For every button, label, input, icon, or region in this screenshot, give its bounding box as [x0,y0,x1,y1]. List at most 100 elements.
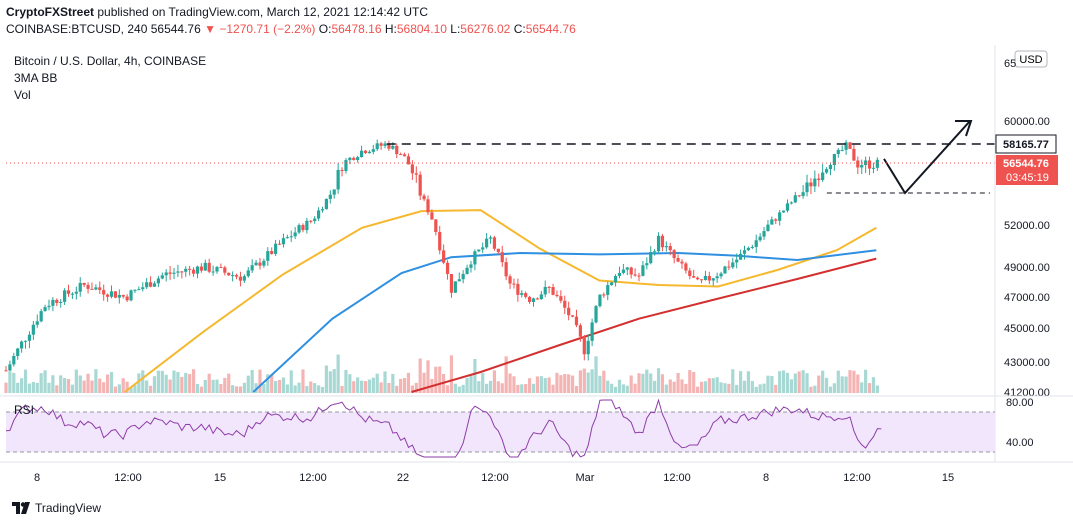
volume-bar [852,370,856,393]
ohlc-line: COINBASE:BTCUSD, 240 56544.76 ▼ −1270.71… [6,22,576,36]
candle-body [711,278,715,281]
volume-bar [172,370,176,393]
candle-body [774,219,778,221]
volume-bar [844,376,848,393]
volume-bar [293,385,297,393]
volume-bar [758,384,762,393]
candle-body [567,307,571,316]
candle-body [738,253,743,260]
candle-body [23,340,28,342]
candle-body [481,247,485,250]
candle-body [8,364,12,371]
volume-bar [672,381,676,393]
volume-bar [496,381,500,393]
candle-body [578,325,582,337]
volume-bar [875,385,879,393]
volume-bar [242,382,246,393]
volume-bar [78,375,82,393]
candle-body [219,267,223,269]
candle-body [828,164,833,170]
candle-body [785,203,790,211]
candle-body [492,237,497,249]
volume-bar [383,371,387,393]
volume-bar [332,369,336,393]
countdown-label: 03:45:19 [1006,172,1049,184]
candle-body [78,282,82,292]
volume-bar [66,379,71,393]
candle-body [289,236,293,238]
candle-body [414,173,418,175]
change-value: −1270.71 (−2.2%) [219,22,316,36]
volume-bar [742,380,747,393]
volume-bar [535,376,540,393]
volume-bar [148,385,153,393]
legend-indicators[interactable]: 3MA BB [14,71,58,85]
candle-body [770,219,774,225]
candle-body [613,276,618,283]
candle-body [301,225,305,231]
volume-bar [281,377,286,393]
volume-bar [457,386,461,393]
projection-arrowhead [955,120,973,137]
candle-body [320,209,325,211]
candle-body [606,285,610,295]
low-label: L: [450,22,461,36]
volume-bar [238,386,243,393]
candle-body [574,316,579,326]
candle-body [496,248,500,253]
volume-bar [445,385,450,393]
footer-brand[interactable]: TradingView [12,501,101,515]
price-tick-label: 45000.00 [1004,323,1050,335]
publish-line: CryptoFXStreet published on TradingView.… [6,5,428,19]
volume-bar [313,383,317,393]
volume-bar [359,380,364,393]
volume-bar [481,373,485,393]
candle-body [191,269,196,274]
candle-body [649,252,653,264]
candle-body [313,218,317,222]
legend-volume[interactable]: Vol [14,88,31,102]
volume-bar [594,356,598,393]
volume-bar [508,373,512,393]
volume-bar [274,380,278,393]
candle-body [336,169,340,190]
candle-body [184,268,188,272]
volume-bar [485,383,489,393]
volume-bar [234,386,239,393]
candle-body [442,250,446,263]
volume-bar [653,380,657,393]
last-price-label: 56544.76 [1003,158,1049,170]
open-value: 56478.16 [331,22,382,36]
volume-bar [137,373,141,393]
annotations [6,120,995,195]
volume-bar [848,370,852,393]
rsi-tick-label: 40.00 [1006,437,1034,449]
volume-bar [348,374,352,393]
legend-title[interactable]: Bitcoin / U.S. Dollar, 4h, COINBASE [14,54,207,68]
candle-body [352,157,356,161]
candle-body [270,251,274,254]
candle-body [137,289,141,291]
candle-body [817,178,821,180]
candle-body [696,277,700,280]
volume-bar [746,371,751,393]
volume-bar [649,373,653,393]
candle-body [535,298,540,300]
candle-body [453,281,457,293]
time-tick-label: 12:00 [663,472,691,484]
volume-bar [696,386,700,393]
candle-body [852,148,856,161]
volume-bar [305,386,309,393]
candle-body [145,282,149,288]
volume-bar [602,370,606,393]
candle-body [840,149,844,151]
candle-body [641,265,645,276]
candle-body [660,235,665,248]
currency-box[interactable] [1014,50,1048,68]
candle-body [477,249,481,252]
candle-body [668,246,672,251]
candle-body [727,266,731,268]
volume-bar [477,381,481,393]
volume-bar [621,384,625,393]
